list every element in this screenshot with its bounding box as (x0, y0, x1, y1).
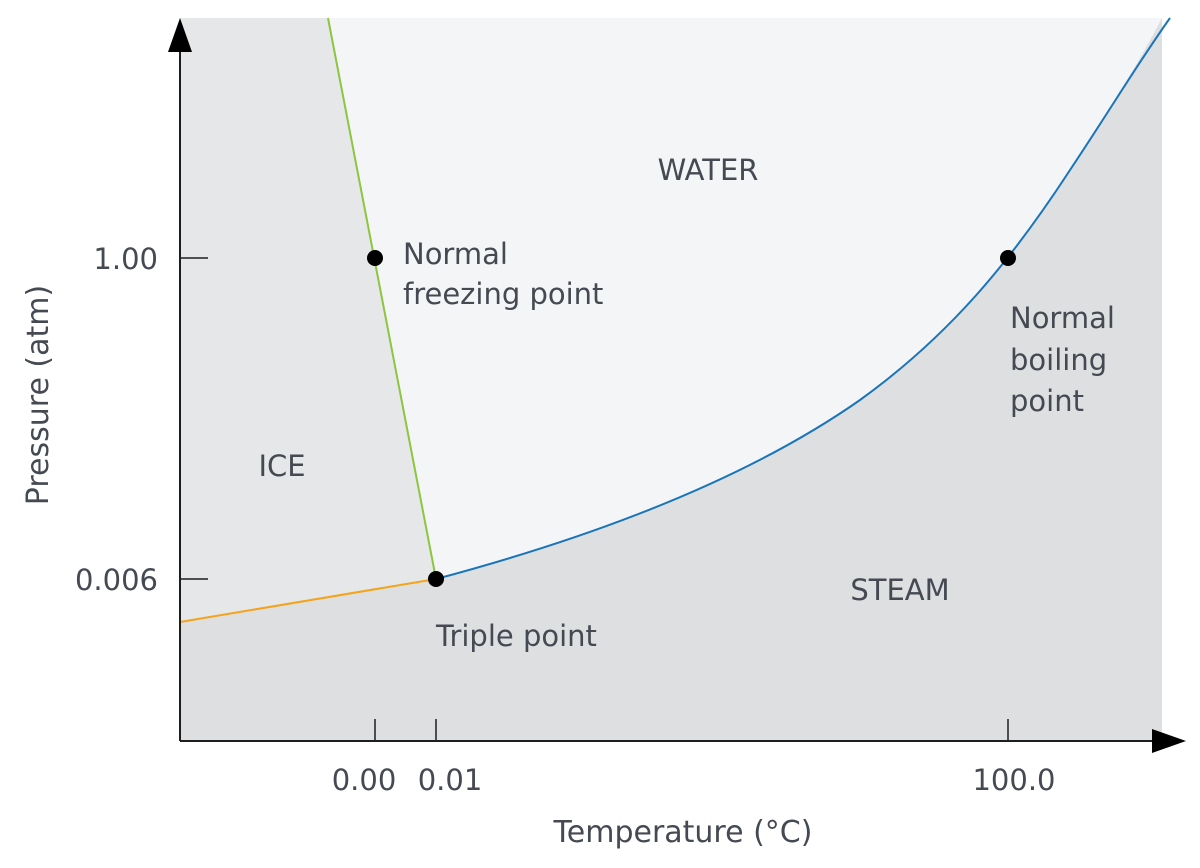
x-tick-label-2: 0.01 (418, 763, 483, 797)
normal-boiling-point-label-line3: point (1010, 384, 1084, 418)
y-tick-label-2: 0.006 (75, 563, 158, 597)
normal-freezing-point-label-line1: Normal (403, 237, 508, 271)
melting-curve (327, 17, 437, 580)
y-tick-label-1: 1.00 (93, 242, 158, 276)
water-region (328, 18, 1162, 579)
ice-region (180, 18, 436, 622)
vaporization-curve (435, 17, 1171, 580)
triple-point-marker (428, 571, 444, 587)
ice-region-label: ICE (258, 449, 305, 483)
steam-region-label: STEAM (850, 573, 949, 607)
normal-boiling-point-label-line1: Normal (1010, 301, 1115, 335)
normal-freezing-point-label-line2: freezing point (403, 277, 603, 311)
normal-boiling-point-label-line2: boiling (1010, 343, 1107, 377)
water-region-label: WATER (658, 153, 759, 187)
x-axis-title: Temperature (°C) (553, 815, 813, 850)
triple-point-label: Triple point (435, 619, 597, 653)
normal-boiling-point-marker (1000, 250, 1016, 266)
x-tick-label-1: 0.00 (332, 763, 397, 797)
y-axis-arrow (168, 18, 192, 52)
x-axis-arrow (1152, 729, 1186, 753)
x-tick-label-3: 100.0 (972, 763, 1055, 797)
normal-freezing-point-marker (367, 250, 383, 266)
y-axis-title: Pressure (atm) (21, 285, 56, 505)
sublimation-curve (179, 578, 437, 623)
